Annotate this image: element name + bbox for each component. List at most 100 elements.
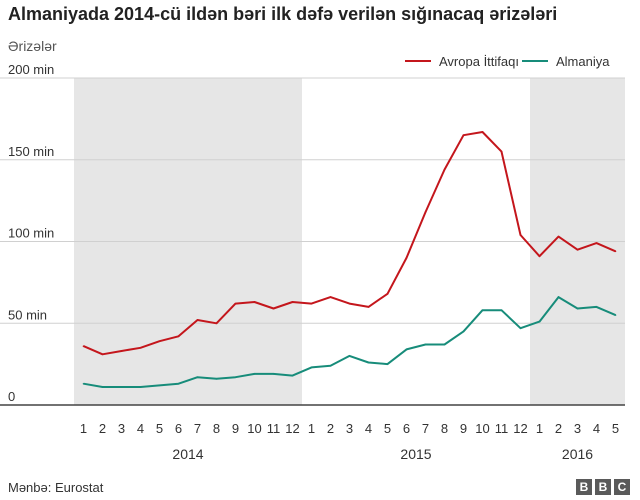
data-point bbox=[158, 384, 161, 387]
data-point bbox=[576, 307, 579, 310]
data-point bbox=[538, 320, 541, 323]
data-point bbox=[462, 134, 465, 137]
data-point bbox=[272, 307, 275, 310]
x-tick-label: 11 bbox=[495, 421, 509, 436]
data-point bbox=[215, 322, 218, 325]
x-tick-label: 1 bbox=[308, 421, 315, 436]
x-tick-label: 1 bbox=[80, 421, 87, 436]
data-point bbox=[291, 301, 294, 303]
data-point bbox=[177, 382, 180, 385]
data-point bbox=[481, 131, 484, 133]
data-point bbox=[82, 345, 85, 347]
x-tick-label: 6 bbox=[175, 421, 182, 436]
data-point bbox=[462, 330, 465, 333]
x-tick-label: 4 bbox=[137, 421, 144, 436]
series-lines bbox=[82, 131, 617, 388]
data-point bbox=[500, 309, 503, 311]
year-label: 2016 bbox=[562, 446, 593, 462]
x-tick-label: 4 bbox=[365, 421, 372, 436]
year-label: 2014 bbox=[172, 446, 203, 462]
x-tick-label: 2 bbox=[99, 421, 106, 436]
data-point bbox=[291, 374, 294, 377]
x-tick-label: 3 bbox=[346, 421, 353, 436]
y-axis-ticks: 0 50 min 100 min 150 min 200 min bbox=[8, 62, 54, 404]
data-point bbox=[253, 373, 256, 375]
data-point bbox=[120, 350, 123, 352]
data-point bbox=[386, 293, 389, 295]
data-point bbox=[215, 378, 218, 380]
data-point bbox=[139, 386, 142, 388]
y-tick-label: 200 min bbox=[8, 62, 54, 77]
data-point bbox=[614, 250, 617, 253]
x-tick-label: 2 bbox=[327, 421, 334, 436]
x-tick-label: 12 bbox=[513, 421, 527, 436]
y-axis-title: Ərizələr bbox=[8, 38, 57, 54]
data-point bbox=[405, 348, 408, 351]
year-label: 2015 bbox=[400, 446, 431, 462]
gridlines bbox=[0, 77, 625, 406]
bbc-logo-letter: B bbox=[595, 479, 611, 495]
x-tick-label: 4 bbox=[593, 421, 600, 436]
data-point bbox=[557, 296, 560, 298]
x-tick-label: 8 bbox=[213, 421, 220, 436]
data-point bbox=[101, 386, 104, 388]
year-labels: 2014 2015 2016 bbox=[172, 446, 593, 462]
data-point bbox=[310, 302, 313, 305]
x-tick-label: 5 bbox=[156, 421, 163, 436]
data-point bbox=[519, 327, 522, 329]
y-tick-label: 150 min bbox=[8, 144, 54, 159]
data-point bbox=[253, 301, 256, 303]
x-tick-label: 2 bbox=[555, 421, 562, 436]
x-tick-label: 9 bbox=[460, 421, 467, 436]
data-point bbox=[82, 382, 85, 385]
data-point bbox=[196, 319, 199, 321]
data-point bbox=[348, 355, 351, 357]
data-point bbox=[367, 306, 370, 308]
data-point bbox=[367, 361, 370, 364]
legend: Avropa İttifaqı Almaniya bbox=[405, 54, 610, 69]
data-point bbox=[272, 373, 275, 375]
data-point bbox=[329, 364, 332, 367]
data-point bbox=[234, 376, 237, 379]
source-note: Mənbə: Eurostat bbox=[8, 480, 104, 495]
x-tick-label: 12 bbox=[285, 421, 299, 436]
x-tick-label: 10 bbox=[475, 421, 489, 436]
x-tick-label: 7 bbox=[422, 421, 429, 436]
data-point bbox=[443, 343, 446, 346]
bbc-logo-letter: B bbox=[576, 479, 592, 495]
data-point bbox=[614, 314, 617, 316]
data-point bbox=[120, 386, 123, 388]
data-point bbox=[101, 353, 104, 356]
data-point bbox=[576, 248, 579, 251]
data-point bbox=[234, 302, 237, 305]
data-point bbox=[424, 343, 427, 346]
x-tick-label: 8 bbox=[441, 421, 448, 436]
data-point bbox=[424, 211, 427, 213]
legend-label: Avropa İttifaqı bbox=[439, 54, 519, 69]
data-point bbox=[519, 234, 522, 236]
x-tick-label: 1 bbox=[536, 421, 543, 436]
x-tick-label: 6 bbox=[403, 421, 410, 436]
x-tick-label: 3 bbox=[574, 421, 581, 436]
x-tick-label: 10 bbox=[247, 421, 261, 436]
data-point bbox=[139, 346, 142, 349]
x-axis-ticks: 1 2 3 4 5 6 7 8 9 10 11 12 1 2 3 4 5 6 7 8 9 10 11 12 1 2 3 4 5 bbox=[80, 421, 619, 436]
y-tick-label: 50 min bbox=[8, 307, 47, 322]
data-point bbox=[443, 168, 446, 171]
data-point bbox=[348, 302, 351, 305]
data-point bbox=[329, 296, 332, 298]
x-tick-label: 7 bbox=[194, 421, 201, 436]
x-tick-label: 11 bbox=[267, 421, 281, 436]
chart-title: Almaniyada 2014-cü ildən bəri ilk dəfə v… bbox=[8, 4, 558, 24]
legend-label: Almaniya bbox=[556, 54, 610, 69]
data-point bbox=[196, 376, 199, 379]
data-point bbox=[500, 150, 503, 153]
y-tick-label: 100 min bbox=[8, 226, 54, 241]
data-point bbox=[405, 257, 408, 259]
bbc-logo: B B C bbox=[576, 479, 630, 495]
data-point bbox=[538, 255, 541, 258]
data-point bbox=[158, 340, 161, 343]
data-point bbox=[595, 306, 598, 308]
data-point bbox=[386, 363, 389, 365]
